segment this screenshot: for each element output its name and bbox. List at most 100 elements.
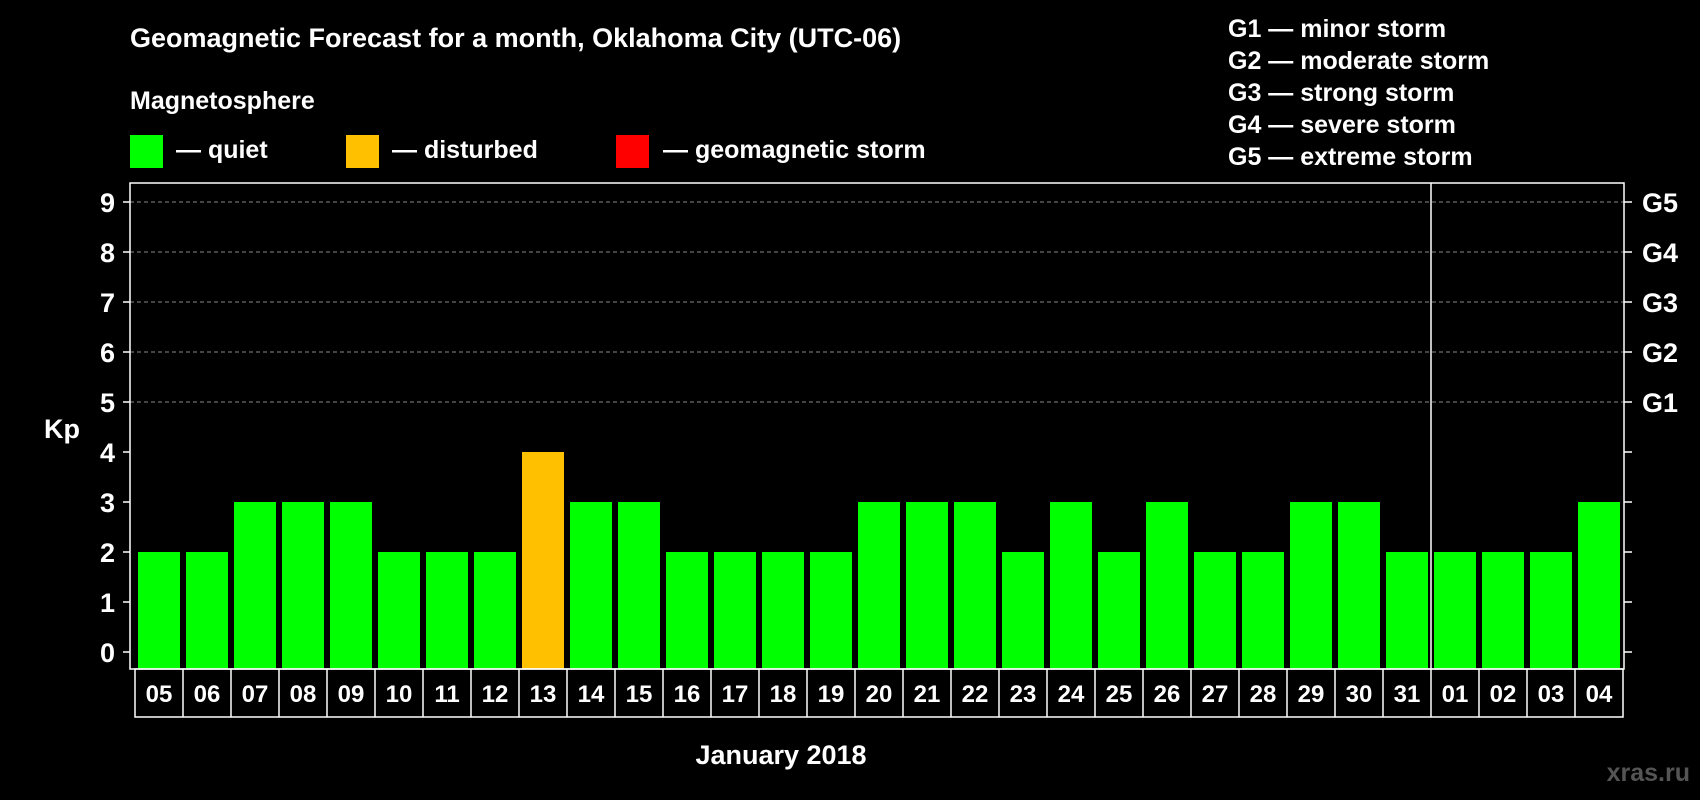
- bar: [858, 502, 900, 669]
- bar: [1434, 552, 1476, 669]
- x-tick-label: 27: [1202, 681, 1229, 708]
- x-tick-label: 16: [674, 681, 701, 708]
- bar: [954, 502, 996, 669]
- bar: [570, 502, 612, 669]
- bar: [330, 502, 372, 669]
- x-tick-label: 04: [1586, 681, 1613, 708]
- right-ticks: G1 G2 G3 G4 G5: [1642, 188, 1678, 418]
- x-tick-label: 10: [386, 681, 413, 708]
- legend-heading: Magnetosphere: [130, 87, 315, 115]
- bar: [426, 552, 468, 669]
- x-tick-label: 20: [866, 681, 893, 708]
- x-tick-label: 11: [434, 681, 459, 708]
- bar: [1482, 552, 1524, 669]
- bar: [906, 502, 948, 669]
- bar: [618, 502, 660, 669]
- x-tick-label: 31: [1394, 681, 1421, 708]
- bar: [1098, 552, 1140, 669]
- legend-label-storm: — geomagnetic storm: [663, 136, 926, 164]
- bars: [138, 452, 1620, 669]
- bar: [1194, 552, 1236, 669]
- bar: [666, 552, 708, 669]
- x-tick-label: 15: [626, 681, 653, 708]
- bar: [1338, 502, 1380, 669]
- x-tick-label: 24: [1058, 681, 1085, 708]
- x-tick-label: 07: [242, 681, 269, 708]
- y-tick-label: 1: [100, 588, 115, 618]
- legend-swatch-disturbed: [346, 135, 379, 168]
- y-tick-label: 6: [100, 338, 115, 368]
- gridlines: [130, 201, 1624, 403]
- y-tick-label: 5: [100, 388, 115, 418]
- x-tick-label: 12: [482, 681, 509, 708]
- x-tick-label: 23: [1010, 681, 1037, 708]
- x-tick-label: 09: [338, 681, 365, 708]
- right-tick-label: G2: [1642, 338, 1678, 368]
- x-axis-label: January 2018: [695, 740, 866, 770]
- x-tick-label: 26: [1154, 681, 1181, 708]
- bar: [378, 552, 420, 669]
- bar: [1386, 552, 1428, 669]
- bar: [522, 452, 564, 669]
- x-tick-label: 25: [1106, 681, 1133, 708]
- bar: [234, 502, 276, 669]
- x-tick-label: 18: [770, 681, 797, 708]
- right-tick-label: G4: [1642, 238, 1678, 268]
- bar: [714, 552, 756, 669]
- storm-scale-legend: G1 — minor storm G2 — moderate storm G3 …: [1228, 15, 1489, 171]
- bar: [810, 552, 852, 669]
- x-tick-label: 02: [1490, 681, 1517, 708]
- bar: [1242, 552, 1284, 669]
- legend: — quiet — disturbed — geomagnetic storm: [130, 135, 926, 168]
- x-tick-label: 08: [290, 681, 317, 708]
- bar: [762, 552, 804, 669]
- x-tick-label: 21: [914, 681, 941, 708]
- y-tick-label: 2: [100, 538, 115, 568]
- bar: [1578, 502, 1620, 669]
- right-tick-label: G3: [1642, 288, 1678, 318]
- x-tick-label: 30: [1346, 681, 1373, 708]
- day-label-frame: [134, 668, 1624, 718]
- bar: [1050, 502, 1092, 669]
- x-tick-label: 29: [1298, 681, 1325, 708]
- bar: [1530, 552, 1572, 669]
- x-tick-label: 22: [962, 681, 989, 708]
- storm-scale-g3: G3 — strong storm: [1228, 79, 1454, 107]
- storm-scale-g5: G5 — extreme storm: [1228, 143, 1473, 171]
- bar: [138, 552, 180, 669]
- bar: [282, 502, 324, 669]
- bar: [1290, 502, 1332, 669]
- y-tick-label: 8: [100, 238, 115, 268]
- legend-label-disturbed: — disturbed: [392, 136, 538, 164]
- x-tick-label: 06: [194, 681, 221, 708]
- storm-scale-g1: G1 — minor storm: [1228, 15, 1446, 43]
- x-tick-label: 19: [818, 681, 845, 708]
- y-tick-label: 0: [100, 638, 115, 668]
- y-tick-label: 7: [100, 288, 115, 318]
- x-tick-label: 28: [1250, 681, 1277, 708]
- bar: [1146, 502, 1188, 669]
- x-tick-label: 14: [578, 681, 605, 708]
- y-tick-label: 3: [100, 488, 115, 518]
- bar: [474, 552, 516, 669]
- bar: [186, 552, 228, 669]
- right-tick-label: G1: [1642, 388, 1678, 418]
- right-tick-label: G5: [1642, 188, 1678, 218]
- x-tick-label: 13: [530, 681, 557, 708]
- y-tick-label: 4: [100, 438, 115, 468]
- legend-swatch-storm: [616, 135, 649, 168]
- day-labels: 05 06 07 08 09 10 11 12 13 14 15 16 17 18 19 20 21 22 23 24…: [134, 668, 1624, 718]
- bar: [1002, 552, 1044, 669]
- x-tick-label: 01: [1442, 681, 1469, 708]
- legend-label-quiet: — quiet: [176, 136, 268, 164]
- storm-scale-g4: G4 — severe storm: [1228, 111, 1456, 139]
- x-tick-label: 05: [146, 681, 173, 708]
- chart-title: Geomagnetic Forecast for a month, Oklaho…: [130, 23, 901, 53]
- x-tick-label: 03: [1538, 681, 1565, 708]
- y-ticks: 0 1 2 3 4 5 6 7 8 9: [100, 188, 1632, 668]
- y-axis-label: Kp: [44, 414, 80, 444]
- y-tick-label: 9: [100, 188, 115, 218]
- legend-swatch-quiet: [130, 135, 163, 168]
- x-tick-label: 17: [722, 681, 749, 708]
